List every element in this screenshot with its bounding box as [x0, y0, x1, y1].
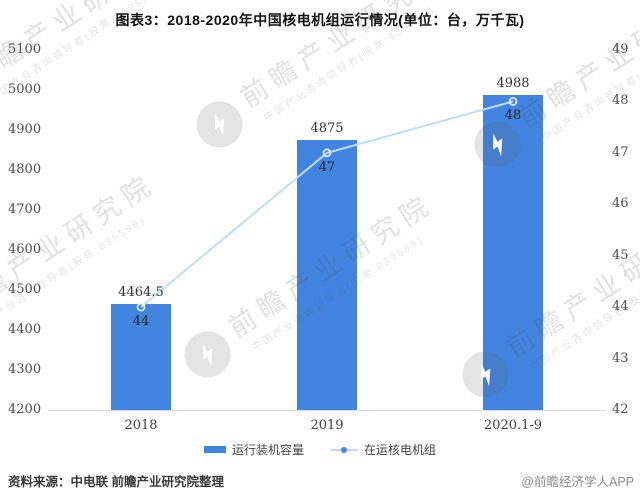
line-swatch-icon — [330, 446, 358, 454]
legend: 运行装机容量 在运核电机组 — [0, 441, 640, 458]
left-axis-tick: 5100 — [8, 42, 42, 57]
chart-title: 图表3：2018-2020年中国核电机组运行情况(单位：台，万千瓦) — [115, 12, 525, 28]
legend-item-line: 在运核电机组 — [330, 441, 436, 458]
right-axis-tick: 46 — [612, 196, 629, 212]
left-axis-tick: 4900 — [8, 122, 42, 137]
right-axis-tick: 44 — [612, 299, 629, 315]
right-axis-tick: 47 — [612, 144, 629, 160]
left-axis-tick: 4400 — [8, 322, 42, 337]
left-axis-tick: 4200 — [8, 402, 42, 417]
bar-swatch-icon — [203, 446, 226, 453]
line-value-label: 48 — [504, 108, 522, 124]
legend-label-bar: 运行装机容量 — [231, 443, 304, 457]
line-value-label: 47 — [318, 159, 336, 175]
bar-value-label: 4988 — [496, 75, 530, 91]
left-axis-tick: 4500 — [8, 282, 42, 297]
watermark-logo-icon — [175, 322, 240, 386]
right-axis-tick: 43 — [612, 350, 629, 366]
bar-2018 — [111, 304, 171, 410]
bar-2019 — [297, 140, 357, 410]
x-axis-label: 2018 — [124, 418, 158, 433]
right-axis-tick: 49 — [612, 42, 629, 57]
left-axis-tick: 4800 — [8, 162, 42, 177]
left-axis-tick: 4600 — [8, 242, 42, 257]
source-note: 资料来源：中电联 前瞻产业研究院整理 — [8, 475, 224, 489]
bar-2020.1-9 — [483, 94, 543, 410]
right-axis-tick: 48 — [612, 93, 629, 109]
x-axis-label: 2019 — [310, 418, 344, 433]
bar-value-label: 4464.5 — [118, 285, 164, 301]
left-axis-tick: 4300 — [8, 362, 42, 377]
left-axis-tick: 5000 — [8, 82, 42, 97]
watermark-logo-icon — [187, 92, 252, 156]
bar-value-label: 4875 — [310, 121, 344, 136]
line-value-label: 44 — [132, 314, 150, 330]
legend-label-line: 在运核电机组 — [364, 443, 437, 457]
left-axis-tick: 4700 — [8, 202, 42, 217]
x-axis-line — [48, 410, 606, 411]
credit-note: @前瞻经济学人APP — [521, 475, 634, 489]
x-axis-label: 2020.1-9 — [483, 418, 543, 433]
right-axis-tick: 42 — [612, 402, 629, 417]
legend-item-bar: 运行装机容量 — [203, 441, 304, 458]
right-axis-tick: 45 — [612, 247, 629, 263]
